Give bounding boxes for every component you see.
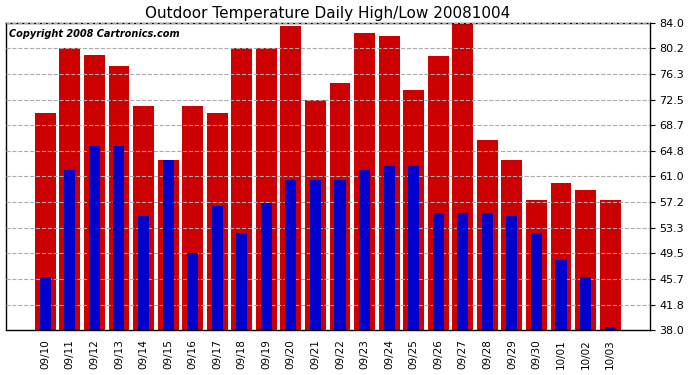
Bar: [359, 170, 370, 330]
Bar: [212, 207, 223, 330]
Bar: [286, 180, 297, 330]
Bar: [403, 90, 424, 330]
Bar: [604, 327, 615, 330]
Bar: [335, 180, 346, 330]
Bar: [502, 160, 522, 330]
Bar: [531, 233, 542, 330]
Bar: [330, 83, 351, 330]
Bar: [600, 200, 620, 330]
Bar: [551, 183, 571, 330]
Bar: [261, 203, 272, 330]
Bar: [84, 55, 105, 330]
Bar: [34, 113, 56, 330]
Bar: [113, 147, 124, 330]
Text: Copyright 2008 Cartronics.com: Copyright 2008 Cartronics.com: [9, 29, 179, 39]
Bar: [506, 216, 518, 330]
Bar: [108, 66, 130, 330]
Bar: [457, 213, 469, 330]
Bar: [482, 213, 493, 330]
Bar: [133, 106, 154, 330]
Bar: [64, 170, 75, 330]
Bar: [157, 160, 179, 330]
Bar: [580, 276, 591, 330]
Bar: [236, 233, 247, 330]
Bar: [379, 36, 400, 330]
Bar: [231, 48, 252, 330]
Title: Outdoor Temperature Daily High/Low 20081004: Outdoor Temperature Daily High/Low 20081…: [145, 6, 511, 21]
Bar: [207, 113, 228, 330]
Bar: [256, 48, 277, 330]
Bar: [40, 276, 51, 330]
Bar: [354, 33, 375, 330]
Bar: [526, 200, 547, 330]
Bar: [163, 160, 174, 330]
Bar: [89, 147, 100, 330]
Bar: [575, 190, 596, 330]
Bar: [138, 216, 149, 330]
Bar: [280, 27, 302, 330]
Bar: [187, 253, 198, 330]
Bar: [428, 57, 448, 330]
Bar: [310, 180, 321, 330]
Bar: [305, 100, 326, 330]
Bar: [59, 48, 80, 330]
Bar: [453, 23, 473, 330]
Bar: [408, 166, 420, 330]
Bar: [182, 106, 203, 330]
Bar: [555, 260, 566, 330]
Bar: [433, 213, 444, 330]
Bar: [477, 140, 497, 330]
Bar: [384, 166, 395, 330]
